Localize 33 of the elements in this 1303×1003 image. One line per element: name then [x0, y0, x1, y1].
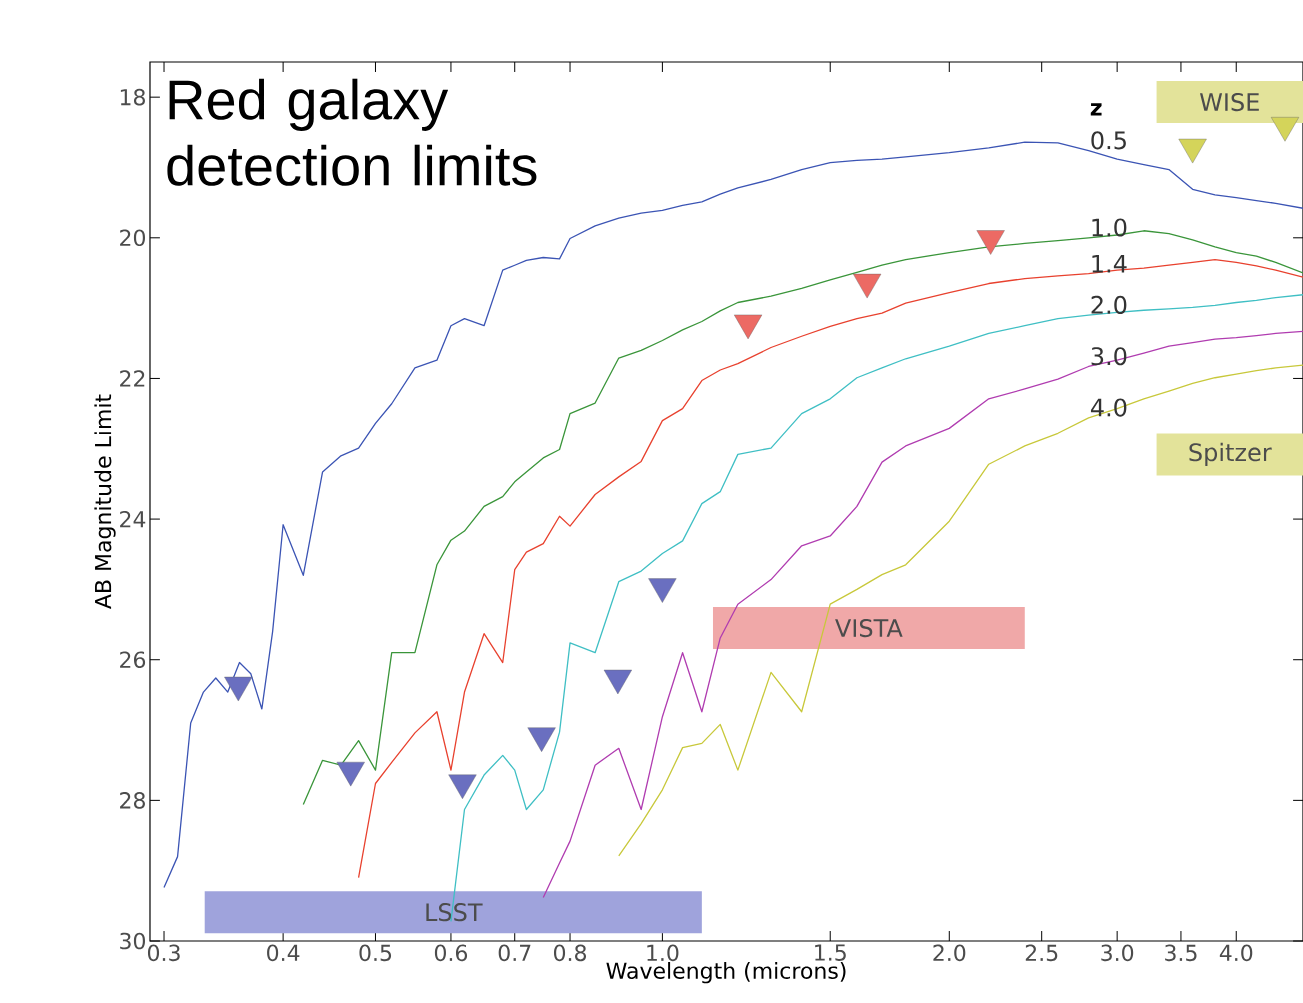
- x-tick-label: 0.3: [147, 944, 180, 962]
- y-tick-label: 24: [120, 510, 146, 528]
- legend-title: z: [1090, 103, 1102, 116]
- y-tick-label: 20: [120, 229, 145, 247]
- y-tick-label: 26: [120, 651, 146, 669]
- x-tick-label: 0.4: [267, 944, 300, 962]
- y-tick-label: 30: [120, 932, 145, 950]
- x-tick-label: 0.5: [359, 944, 392, 962]
- series-label: LSST: [426, 903, 483, 922]
- x-tick-label: 0.7: [498, 944, 531, 962]
- series-label: WISE: [1199, 93, 1259, 112]
- x-tick-label: 1.5: [815, 944, 846, 961]
- y-tick-label: 22: [120, 370, 145, 387]
- x-tick-label: 4.0: [1219, 944, 1253, 962]
- x-tick-label: 3.0: [1101, 944, 1134, 962]
- text: Red galaxy detection limits: [167, 78, 537, 186]
- y-axis-title: AB Magnitude Limit: [94, 394, 116, 609]
- series-label: 2.0: [1091, 295, 1127, 314]
- series-label: 0.5: [1091, 131, 1126, 150]
- x-tick-label: 0.8: [554, 944, 587, 962]
- x-axis-title: Wavelength (microns): [606, 962, 846, 984]
- x-tick-label: 2.0: [933, 944, 966, 962]
- x-tick-label: 2.5: [1025, 944, 1058, 962]
- x-tick-label: 3.5: [1165, 944, 1197, 962]
- series-label: 1.0: [1092, 218, 1127, 237]
- x-tick-label: 1.0: [647, 944, 679, 962]
- y-tick-label: 18: [120, 88, 145, 106]
- series-label: Spitzer: [1189, 442, 1272, 467]
- series-label: 3.0: [1091, 347, 1127, 366]
- y-tick-label: 28: [120, 792, 145, 809]
- series-label: 1.4: [1092, 254, 1127, 273]
- series-label: VISTA: [835, 619, 903, 638]
- x-tick-label: 0.6: [434, 944, 468, 962]
